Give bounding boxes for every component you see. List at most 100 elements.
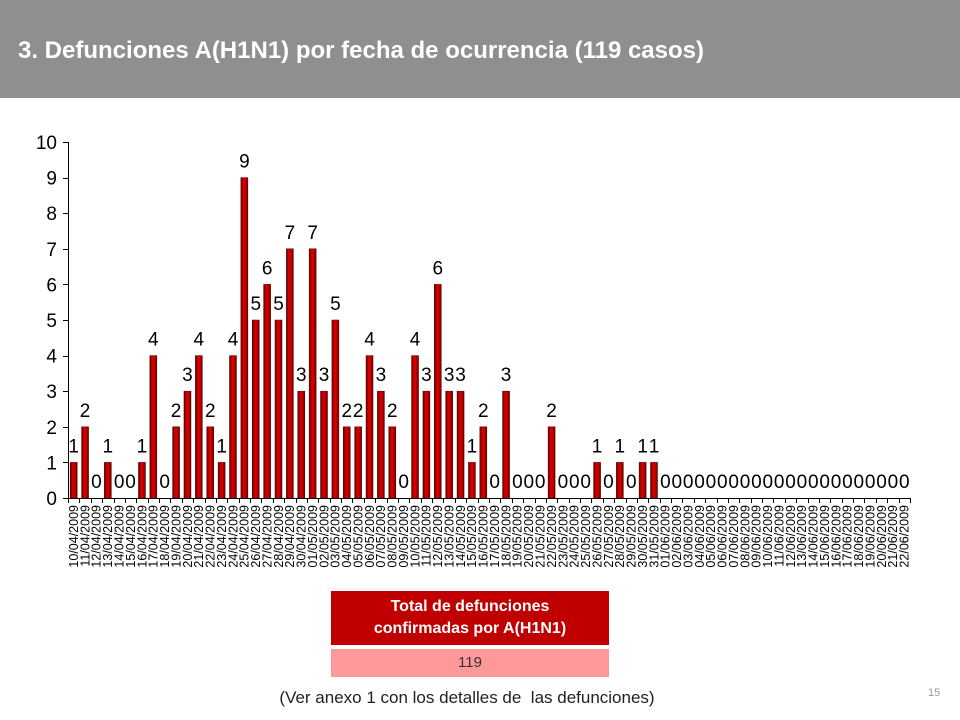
x-tick-label: 13/05/2009 bbox=[442, 505, 456, 568]
x-tick-label: 11/06/2009 bbox=[772, 505, 786, 567]
data-label: 0 bbox=[671, 472, 682, 493]
bar bbox=[138, 462, 146, 499]
data-label: 3 bbox=[182, 365, 193, 386]
data-label: 9 bbox=[239, 152, 250, 173]
x-tick-label: 05/05/2009 bbox=[351, 505, 365, 568]
x-tick-label: 29/04/2009 bbox=[283, 505, 297, 568]
data-label: 3 bbox=[444, 365, 455, 386]
x-tick-label: 14/04/2009 bbox=[113, 505, 127, 568]
data-label: 1 bbox=[68, 436, 79, 457]
data-label: 7 bbox=[285, 223, 296, 244]
x-tick-label: 15/04/2009 bbox=[124, 505, 138, 568]
x-tick-label: 28/04/2009 bbox=[272, 505, 286, 568]
data-label: 3 bbox=[455, 365, 466, 386]
data-label: 0 bbox=[865, 472, 876, 493]
data-label: 0 bbox=[398, 472, 409, 493]
bar bbox=[502, 390, 510, 499]
y-tick-label: 5 bbox=[46, 311, 57, 332]
data-label: 3 bbox=[376, 365, 387, 386]
x-tick-label: 20/04/2009 bbox=[181, 505, 195, 568]
data-label: 0 bbox=[694, 472, 705, 493]
bar bbox=[206, 426, 214, 499]
x-tick-label: 10/05/2009 bbox=[408, 505, 422, 568]
x-tick-label: 21/06/2009 bbox=[886, 505, 900, 568]
page-number: 15 bbox=[928, 687, 941, 699]
x-tick-label: 12/05/2009 bbox=[431, 505, 445, 568]
x-tick-label: 26/04/2009 bbox=[249, 505, 263, 568]
data-label: 0 bbox=[774, 472, 785, 493]
data-label: 0 bbox=[535, 472, 546, 493]
x-tick-label: 17/04/2009 bbox=[147, 505, 161, 568]
x-tick-label: 01/05/2009 bbox=[306, 505, 320, 568]
bar bbox=[650, 462, 658, 499]
bar bbox=[320, 390, 328, 499]
x-tick-label: 30/05/2009 bbox=[636, 505, 650, 568]
data-label: 0 bbox=[91, 472, 102, 493]
bar bbox=[81, 426, 89, 499]
x-tick-label: 16/05/2009 bbox=[477, 505, 491, 568]
x-tick-label: 23/05/2009 bbox=[556, 505, 570, 568]
x-tick-label: 16/06/2009 bbox=[829, 505, 843, 568]
x-tick-label: 08/06/2009 bbox=[738, 505, 752, 568]
y-tick-label: 0 bbox=[46, 489, 57, 510]
data-label: 5 bbox=[330, 294, 341, 315]
data-label: 0 bbox=[762, 472, 773, 493]
x-tick-label: 25/05/2009 bbox=[579, 505, 593, 568]
bar bbox=[377, 390, 385, 499]
x-tick-label: 24/04/2009 bbox=[226, 505, 240, 568]
data-label: 0 bbox=[785, 472, 796, 493]
data-label: 3 bbox=[319, 365, 330, 386]
data-label: 4 bbox=[410, 330, 421, 351]
bar bbox=[422, 390, 431, 499]
data-label: 2 bbox=[353, 401, 364, 422]
y-tick-label: 1 bbox=[46, 453, 57, 474]
x-tick-label: 14/05/2009 bbox=[454, 505, 468, 568]
data-label: 1 bbox=[467, 436, 478, 457]
data-label: 1 bbox=[137, 436, 148, 457]
bar bbox=[354, 426, 362, 499]
header-band: 3. Defunciones A(H1N1) por fecha de ocur… bbox=[0, 0, 960, 98]
x-tick-label: 17/05/2009 bbox=[488, 505, 502, 568]
x-tick-label: 22/06/2009 bbox=[898, 505, 912, 568]
x-tick-label: 19/05/2009 bbox=[511, 505, 525, 568]
x-tick-label: 30/04/2009 bbox=[295, 505, 309, 568]
x-tick-label: 15/05/2009 bbox=[465, 505, 479, 568]
data-label: 0 bbox=[626, 472, 637, 493]
data-label: 1 bbox=[216, 436, 227, 457]
x-tick-label: 29/05/2009 bbox=[625, 505, 639, 568]
x-tick-label: 27/05/2009 bbox=[602, 505, 616, 568]
x-tick-label: 19/04/2009 bbox=[169, 505, 183, 568]
data-label: 0 bbox=[728, 472, 739, 493]
bar bbox=[434, 284, 442, 499]
bar bbox=[263, 284, 271, 499]
data-label: 1 bbox=[615, 436, 626, 457]
data-label: 0 bbox=[580, 472, 591, 493]
slide-title: 3. Defunciones A(H1N1) por fecha de ocur… bbox=[18, 37, 705, 64]
bar bbox=[547, 426, 556, 499]
x-tick-label: 02/05/2009 bbox=[317, 505, 331, 568]
x-tick-label: 10/04/2009 bbox=[67, 505, 81, 568]
bar bbox=[229, 355, 237, 499]
data-label: 1 bbox=[649, 436, 660, 457]
data-label: 0 bbox=[831, 472, 842, 493]
x-tick-label: 22/04/2009 bbox=[204, 505, 218, 568]
x-tick-label: 06/06/2009 bbox=[716, 505, 730, 568]
x-tick-label: 16/04/2009 bbox=[135, 505, 149, 568]
x-tick-label: 09/06/2009 bbox=[750, 505, 764, 568]
bar bbox=[217, 462, 226, 499]
x-tick-label: 26/05/2009 bbox=[590, 505, 604, 568]
data-label: 5 bbox=[273, 294, 284, 315]
x-tick-label: 17/06/2009 bbox=[841, 505, 855, 568]
bar bbox=[240, 177, 249, 499]
x-tick-label: 27/04/2009 bbox=[260, 505, 274, 568]
tick-labels: 01234567891010/04/200911/04/200912/04/20… bbox=[36, 133, 912, 568]
x-tick-label: 14/06/2009 bbox=[807, 505, 821, 568]
x-tick-label: 08/05/2009 bbox=[386, 505, 400, 568]
data-label: 0 bbox=[717, 472, 728, 493]
data-label: 0 bbox=[740, 472, 751, 493]
data-label: 0 bbox=[125, 472, 136, 493]
x-tick-label: 31/05/2009 bbox=[647, 505, 661, 568]
data-label: 2 bbox=[80, 401, 91, 422]
